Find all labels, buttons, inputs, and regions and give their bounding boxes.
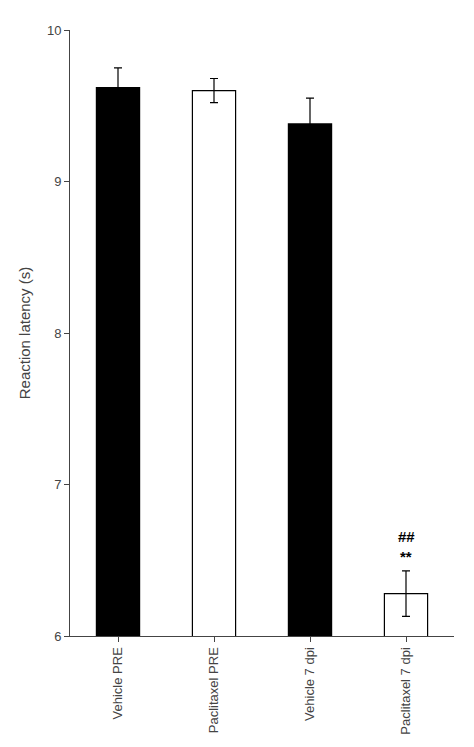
svg-text:10: 10 — [47, 23, 61, 38]
svg-text:Vehicle PRE: Vehicle PRE — [110, 647, 125, 720]
svg-text:**: ** — [400, 548, 412, 565]
svg-text:##: ## — [398, 528, 415, 545]
svg-text:Vehicle 7 dpi: Vehicle 7 dpi — [302, 647, 317, 721]
svg-text:6: 6 — [54, 629, 61, 644]
svg-text:8: 8 — [54, 326, 61, 341]
svg-text:Reaction latency (s): Reaction latency (s) — [16, 267, 33, 400]
svg-text:Paclitaxel PRE: Paclitaxel PRE — [206, 647, 221, 733]
svg-text:7: 7 — [54, 477, 61, 492]
svg-text:9: 9 — [54, 174, 61, 189]
svg-text:Paclitaxel 7 dpi: Paclitaxel 7 dpi — [398, 647, 413, 735]
